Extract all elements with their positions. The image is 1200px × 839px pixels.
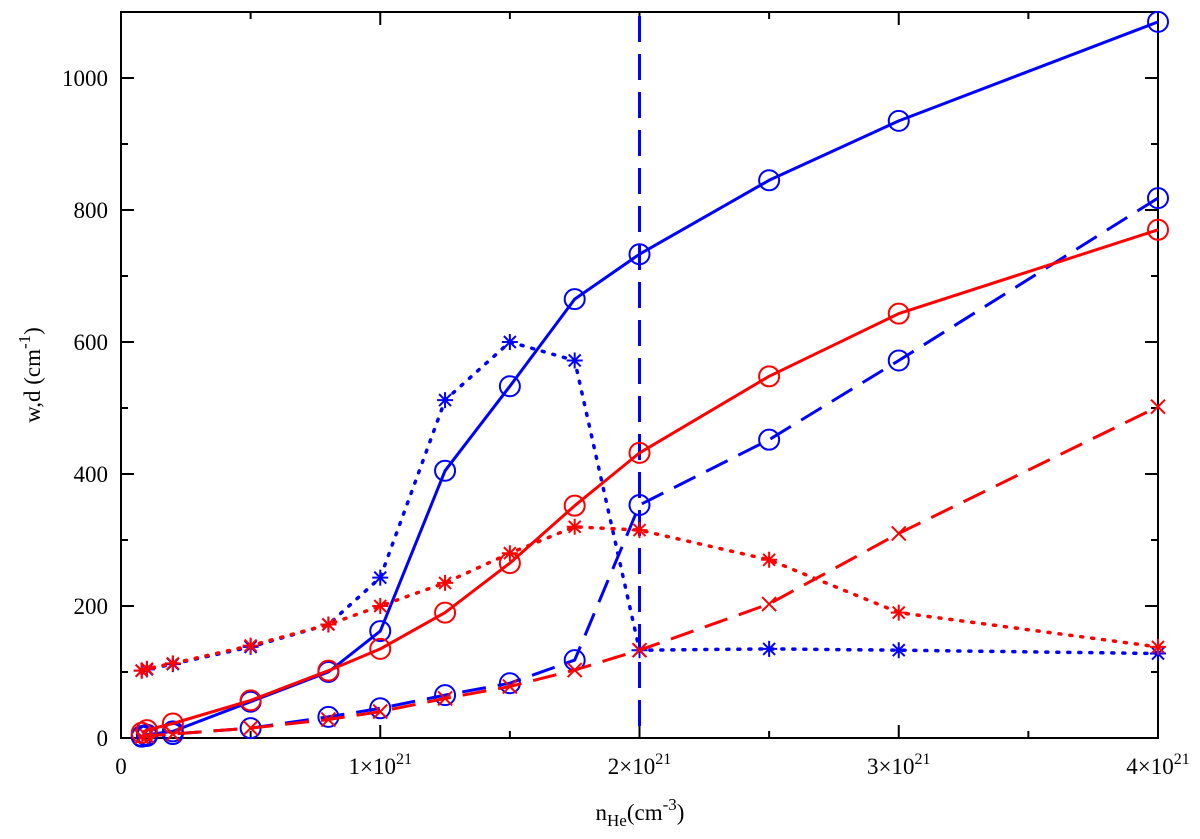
data-point-star (890, 604, 907, 621)
y-tick-label: 0 (97, 726, 109, 751)
data-point-star (761, 551, 778, 568)
data-point-star (566, 352, 583, 369)
data-point-circle (317, 659, 340, 682)
data-point-cross (502, 678, 518, 695)
data-point-circle (498, 375, 521, 398)
series-blue-dashed-circles (130, 187, 1169, 748)
data-point-cross (320, 711, 337, 728)
data-point-circle (628, 243, 651, 266)
data-point-circle (135, 719, 158, 742)
data-point-cross (891, 525, 907, 542)
data-point-star (631, 522, 648, 539)
series-red-dotted-stars (133, 518, 1166, 679)
data-point-circle (434, 601, 457, 624)
series-line (141, 228, 1159, 735)
x-tick-label: 1×1021 (349, 751, 412, 779)
y-tick-label: 600 (74, 330, 109, 355)
series-red-solid-circles (130, 218, 1169, 744)
x-axis-title: nHe(cm-3) (596, 795, 685, 830)
series-line (141, 196, 1159, 739)
data-point-star (890, 642, 907, 659)
y-tick-label: 1000 (62, 66, 108, 91)
data-point-cross (566, 662, 583, 678)
data-point-circle (239, 689, 262, 712)
x-tick-label: 0 (115, 754, 127, 779)
y-tick-label: 200 (74, 594, 109, 619)
data-point-star (372, 569, 389, 586)
data-point-star (501, 334, 518, 350)
data-point-cross (761, 596, 777, 612)
data-point-star (138, 660, 155, 677)
data-point-circle (628, 441, 651, 464)
data-point-circle (887, 302, 910, 325)
series-red-dashed-crosses (134, 398, 1166, 745)
data-point-circle (369, 637, 392, 660)
data-point-star (761, 640, 778, 657)
data-point-cross (372, 703, 388, 720)
data-point-star (372, 598, 389, 614)
data-point-circle (563, 494, 586, 517)
data-point-circle (887, 349, 910, 372)
data-point-circle (758, 365, 781, 388)
series-line (141, 20, 1159, 738)
data-point-cross (165, 726, 181, 742)
data-point-cross (139, 728, 155, 744)
data-point-circle (758, 169, 781, 192)
data-point-star (1150, 638, 1166, 655)
data-point-circle (1147, 187, 1169, 210)
data-point-circle (563, 288, 586, 311)
data-point-circle (1147, 10, 1169, 33)
data-point-star (164, 655, 181, 672)
data-point-circle (628, 494, 651, 517)
y-tick-label: 400 (74, 462, 109, 487)
data-point-star (320, 616, 337, 633)
data-point-star (566, 518, 583, 535)
data-point-cross (631, 642, 648, 658)
data-point-star (133, 662, 150, 679)
data-point-circle (434, 684, 457, 707)
x-tick-label: 3×1021 (867, 751, 930, 779)
data-point-circle (1147, 218, 1169, 241)
x-tick-label: 2×1021 (608, 751, 671, 779)
data-point-star (501, 545, 518, 562)
data-point-circle (887, 109, 910, 132)
data-point-star (437, 392, 454, 409)
y-tick-label: 800 (74, 198, 109, 223)
data-point-circle (369, 620, 392, 643)
data-point-star (437, 574, 454, 591)
data-point-cross (437, 690, 453, 707)
x-tick-label: 4×1021 (1126, 751, 1189, 779)
data-point-circle (758, 428, 781, 451)
series-blue-solid-circles (130, 10, 1169, 748)
data-point-star (242, 637, 259, 654)
y-axis-title: w,d (cm-1) (15, 327, 45, 423)
data-point-circle (369, 697, 392, 720)
data-point-cross (1150, 398, 1166, 415)
data-point-cross (242, 720, 259, 736)
data-point-circle (130, 721, 153, 744)
data-point-cross (134, 728, 150, 745)
data-point-circle (434, 459, 457, 482)
